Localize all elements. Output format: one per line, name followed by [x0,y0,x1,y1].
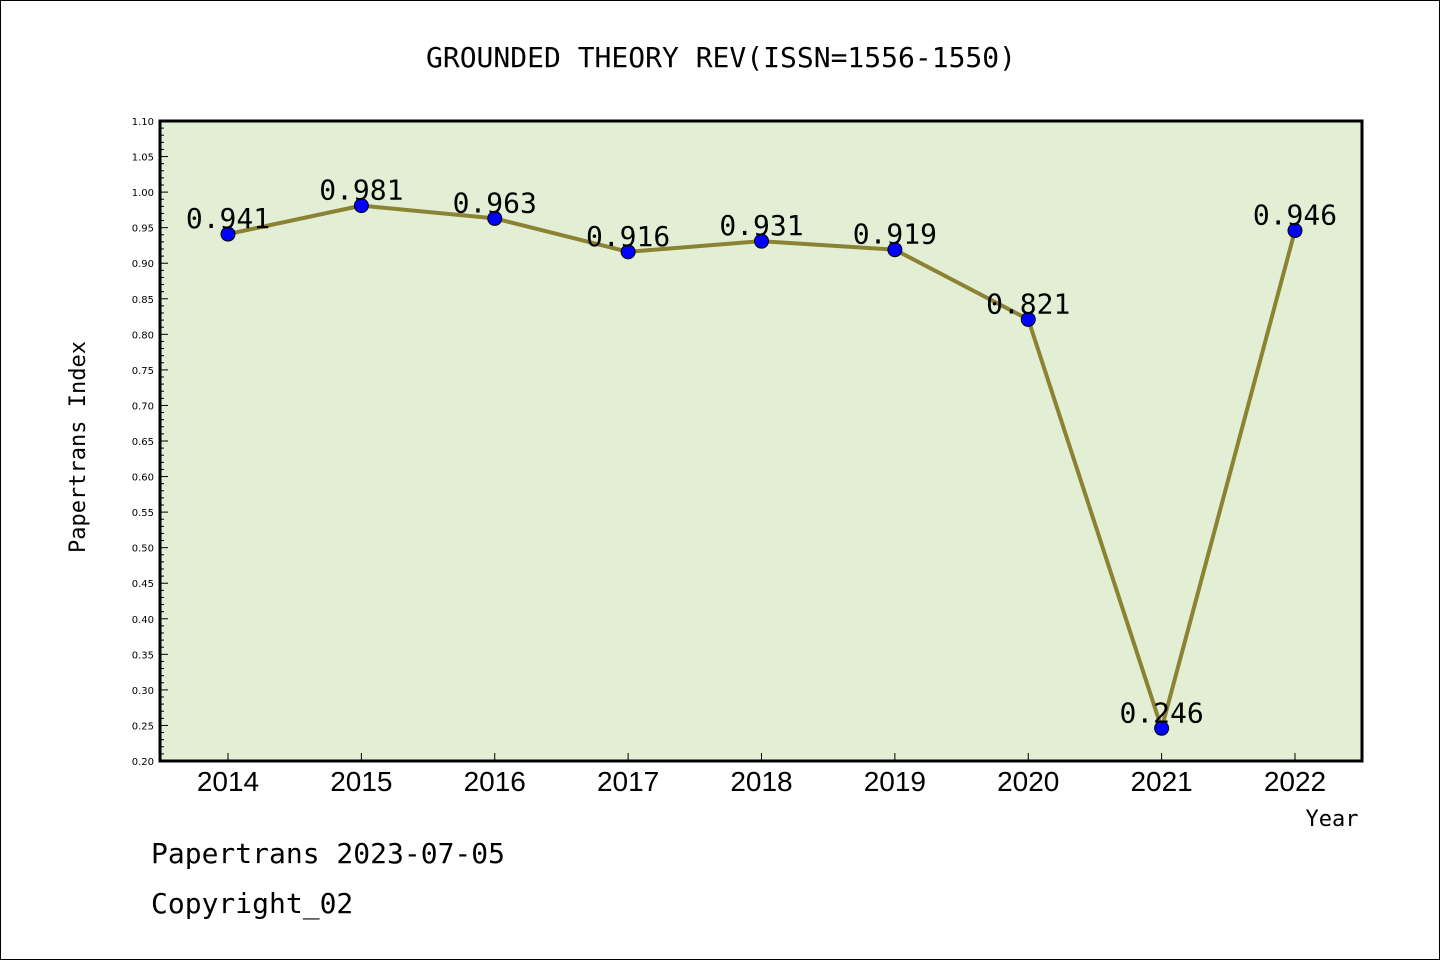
footer-date-text: Papertrans 2023-07-05 [151,837,506,870]
data-point [220,226,236,242]
data-point [1020,311,1036,327]
data-label: 0.246 [1119,696,1203,729]
data-point [887,242,903,258]
y-tick-label: 0.55 [132,508,154,519]
plot-border [158,119,1364,763]
y-tick-label: 0.25 [132,721,154,732]
chart-title: GROUNDED THEORY REV(ISSN=1556-1550) [426,41,1016,74]
data-point [754,233,769,249]
y-axis-label: Papertrans Index [66,341,91,553]
data-point [1154,720,1170,736]
x-tick-label: 2022 [1264,766,1326,797]
x-tick-label: 2021 [1130,766,1192,797]
data-label: 0.931 [719,209,803,242]
data-label: 0.941 [186,202,270,235]
y-tick-label: 0.30 [132,686,154,697]
data-point [487,210,503,226]
data-point [620,244,636,260]
y-tick-label: 0.95 [132,224,154,235]
x-tick-label: 2014 [197,766,259,797]
y-tick-label: 0.60 [132,473,154,484]
x-tick-label: 2020 [997,766,1059,797]
plot-area [160,121,1362,761]
y-tick-label: 0.65 [132,437,154,448]
footer-copyright-text: Copyright_02 [151,887,354,920]
x-tick-label: 2018 [730,766,792,797]
y-tick-label: 0.45 [132,579,154,590]
data-label: 0.946 [1253,199,1337,232]
x-tick-label: 2017 [597,766,659,797]
y-tick-label: 1.05 [132,153,154,164]
y-tick-label: 0.85 [132,295,154,306]
y-tick-label: 1.10 [132,117,154,128]
data-label: 0.919 [853,218,937,251]
y-tick-label: 0.90 [132,259,154,270]
x-axis-label: Year [1306,807,1359,832]
y-tick-label: 0.70 [132,401,154,412]
data-point [1287,223,1303,239]
x-tick-label: 2019 [864,766,926,797]
y-tick-label: 1.00 [132,188,154,199]
y-tick-label: 0.20 [132,757,154,768]
data-label: 0.981 [319,174,403,207]
y-tick-label: 0.80 [132,330,154,341]
data-label: 0.821 [986,287,1070,320]
x-tick-label: 2015 [330,766,392,797]
data-label: 0.963 [453,186,537,219]
y-tick-label: 0.35 [132,650,154,661]
x-tick-label: 2016 [464,766,526,797]
y-tick-label: 0.50 [132,544,154,555]
y-tick-label: 0.75 [132,366,154,377]
y-tick-label: 0.40 [132,615,154,626]
data-point [353,198,369,214]
data-label: 0.916 [586,220,670,253]
